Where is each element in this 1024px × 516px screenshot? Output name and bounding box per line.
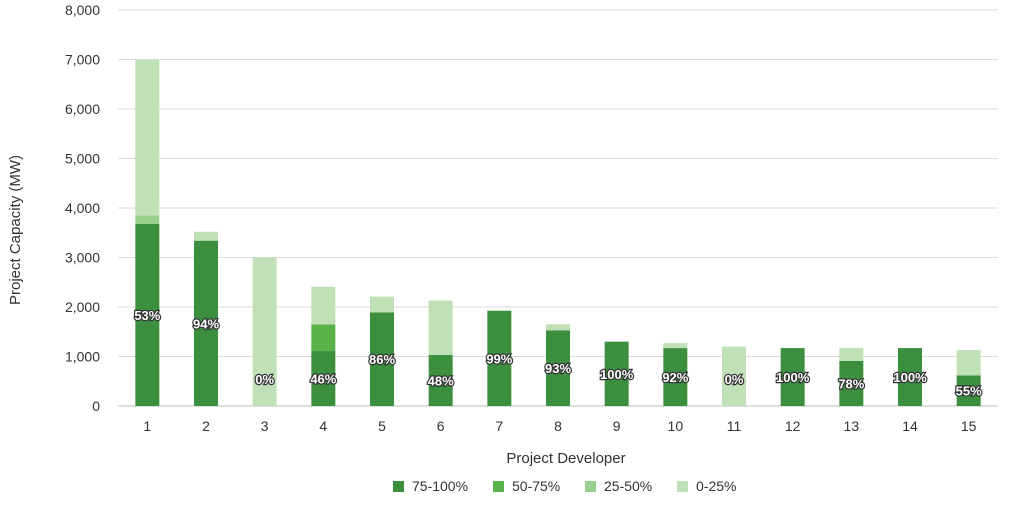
bar-segment xyxy=(663,343,688,349)
legend-label: 50-75% xyxy=(512,478,560,494)
data-label: 100% xyxy=(776,370,810,385)
y-tick-label: 0 xyxy=(92,398,100,414)
bar-segment xyxy=(487,310,512,406)
x-tick-label: 10 xyxy=(668,418,684,434)
bar-segment xyxy=(428,300,453,356)
legend: 75-100% 50-75% 25-50% 0-25% xyxy=(393,478,736,494)
y-tick-label: 5,000 xyxy=(65,151,100,167)
bar-segment xyxy=(311,351,336,406)
x-tick-label: 8 xyxy=(554,418,562,434)
legend-swatch xyxy=(493,481,504,492)
x-axis-ticks: 1 2 3 4 5 6 7 8 9 10 11 12 13 14 15 xyxy=(143,418,976,434)
data-label: 53% xyxy=(134,308,160,323)
bar-segment xyxy=(252,257,277,406)
x-tick-label: 6 xyxy=(437,418,445,434)
y-tick-label: 8,000 xyxy=(65,2,100,18)
data-label: 86% xyxy=(369,352,395,367)
data-label: 99% xyxy=(486,351,512,366)
bar-segment xyxy=(839,348,864,361)
bar-segment xyxy=(956,350,981,376)
bar-segment xyxy=(546,324,570,331)
bar-segment xyxy=(370,296,394,313)
y-tick-label: 4,000 xyxy=(65,200,100,216)
bar-segment xyxy=(135,223,160,406)
bar-segment xyxy=(311,286,336,325)
data-label: 55% xyxy=(956,384,982,399)
bar-segment xyxy=(428,355,453,406)
legend-swatch xyxy=(393,481,404,492)
x-tick-label: 3 xyxy=(261,418,269,434)
data-labels: 53% 94% 0% 46% 86% 48% 99% 93% 100% 92% 0% 100% 78% 1… xyxy=(133,307,983,400)
legend-label: 25-50% xyxy=(604,478,652,494)
data-label: 94% xyxy=(193,316,219,331)
data-label: 78% xyxy=(838,376,864,391)
bar-segment xyxy=(956,375,981,406)
x-tick-label: 7 xyxy=(495,418,503,434)
x-tick-label: 13 xyxy=(844,418,860,434)
data-label: 100% xyxy=(600,367,634,382)
data-label: 100% xyxy=(893,370,927,385)
legend-swatch xyxy=(677,481,688,492)
x-tick-label: 14 xyxy=(902,418,918,434)
bar-segment xyxy=(370,312,394,406)
x-tick-label: 1 xyxy=(143,418,151,434)
bar-segment xyxy=(194,240,218,406)
legend-swatch xyxy=(585,481,596,492)
bar-segment xyxy=(604,341,629,406)
bar-segment xyxy=(780,348,805,406)
bar-segment xyxy=(898,348,922,406)
x-axis-label: Project Developer xyxy=(506,450,625,467)
y-axis-ticks: 0 1,000 2,000 3,000 4,000 5,000 6,000 7,000 8,00… xyxy=(65,2,100,414)
data-label: 92% xyxy=(662,370,688,385)
x-tick-label: 9 xyxy=(613,418,621,434)
y-axis-label: Project Capacity (MW) xyxy=(7,155,24,305)
y-tick-label: 7,000 xyxy=(65,52,100,68)
x-tick-label: 2 xyxy=(202,418,210,434)
x-tick-label: 12 xyxy=(785,418,801,434)
x-tick-label: 15 xyxy=(961,418,977,434)
x-tick-label: 4 xyxy=(319,418,327,434)
bar-segment xyxy=(194,231,218,241)
y-tick-label: 2,000 xyxy=(65,299,100,315)
bar-segment xyxy=(663,348,688,406)
data-label: 0% xyxy=(725,372,744,387)
data-label: 48% xyxy=(428,374,454,389)
data-label: 46% xyxy=(310,372,336,387)
x-tick-label: 11 xyxy=(727,418,742,434)
bar-segment xyxy=(135,59,160,216)
bars xyxy=(135,59,981,406)
bar-segment xyxy=(839,360,864,406)
y-tick-label: 6,000 xyxy=(65,101,100,117)
bar-segment xyxy=(135,215,160,224)
y-tick-label: 3,000 xyxy=(65,250,100,266)
legend-label: 75-100% xyxy=(412,478,468,494)
y-tick-label: 1,000 xyxy=(65,349,100,365)
bar-segment xyxy=(722,346,746,406)
bar-segment xyxy=(487,309,512,311)
bar-segment xyxy=(546,330,570,406)
bar-segment xyxy=(311,324,336,352)
data-label: 93% xyxy=(545,361,571,376)
data-label: 0% xyxy=(255,372,274,387)
x-tick-label: 5 xyxy=(378,418,386,434)
legend-label: 0-25% xyxy=(696,478,736,494)
